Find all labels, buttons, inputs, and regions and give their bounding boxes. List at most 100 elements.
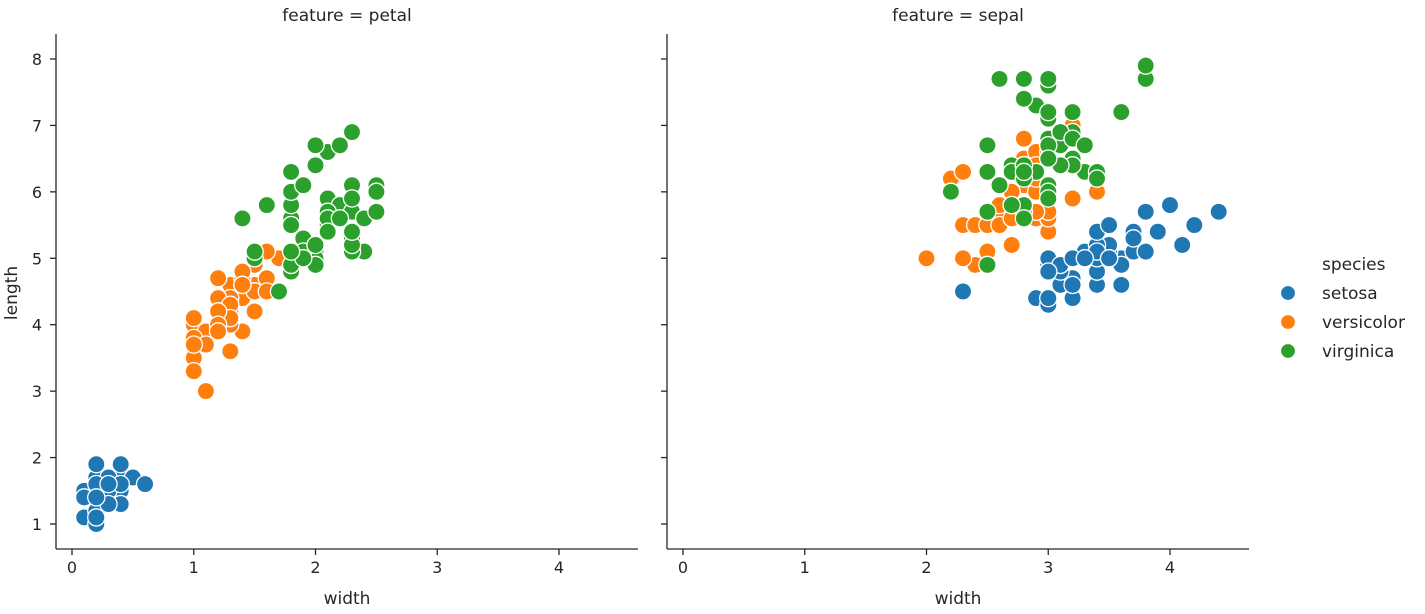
data-point-virginica — [342, 122, 362, 142]
panel-petal-axes: 0 1 2 3 4 1 2 3 4 5 6 7 8 — [32, 34, 638, 577]
data-point-virginica — [978, 162, 997, 182]
data-point-setosa — [1099, 215, 1119, 235]
y-tick-label: 1 — [32, 515, 42, 534]
data-point-versicolor — [184, 361, 204, 381]
data-point-virginica — [294, 175, 313, 195]
panel-petal-x-axis-title: width — [324, 589, 371, 609]
legend-marker-virginica — [1279, 342, 1297, 360]
data-point-versicolor — [1014, 129, 1034, 148]
legend-title: species — [1322, 255, 1386, 275]
data-point-virginica — [342, 189, 362, 208]
data-point-virginica — [1039, 102, 1058, 122]
data-point-versicolor — [184, 335, 204, 354]
x-tick-label: 2 — [921, 558, 931, 577]
data-point-setosa — [1172, 235, 1192, 255]
data-point-setosa — [99, 474, 118, 494]
x-tick-label: 4 — [1165, 558, 1175, 577]
panel-sepal: 0 1 2 3 4 feature = sepal width — [661, 6, 1249, 609]
data-point-virginica — [1039, 69, 1058, 89]
data-point-virginica — [257, 195, 277, 215]
legend-label-virginica: virginica — [1322, 342, 1394, 362]
data-point-setosa — [1039, 262, 1058, 281]
data-point-setosa — [1039, 288, 1058, 308]
data-point-virginica — [342, 222, 362, 241]
data-point-virginica — [1063, 102, 1082, 122]
data-point-setosa — [1124, 229, 1143, 248]
panel-petal: 0 1 2 3 4 1 2 3 4 5 6 7 8 feature = petal width leng… — [2, 6, 638, 609]
data-point-virginica — [990, 69, 1009, 89]
data-point-virginica — [941, 182, 961, 202]
data-point-setosa — [1136, 202, 1155, 222]
panel-sepal-title: feature = sepal — [892, 6, 1024, 26]
data-point-virginica — [318, 222, 337, 241]
y-tick-label: 8 — [32, 50, 42, 69]
y-tick-label: 5 — [32, 249, 42, 268]
data-point-virginica — [1136, 56, 1155, 75]
data-point-virginica — [1112, 102, 1131, 122]
data-point-virginica — [1002, 195, 1021, 215]
data-point-virginica — [306, 156, 325, 175]
y-tick-label: 2 — [32, 449, 42, 468]
data-point-setosa — [1160, 195, 1180, 215]
data-point-virginica — [367, 202, 386, 222]
data-point-versicolor — [1063, 189, 1082, 208]
data-point-setosa — [1209, 202, 1228, 222]
y-tick-label: 4 — [32, 316, 42, 335]
data-point-virginica — [1039, 149, 1058, 168]
data-point-versicolor — [1002, 235, 1021, 255]
data-point-virginica — [990, 175, 1009, 195]
x-tick-label: 1 — [800, 558, 810, 577]
x-tick-label: 2 — [310, 558, 320, 577]
data-point-setosa — [87, 488, 106, 507]
data-point-setosa — [1112, 275, 1131, 295]
data-point-virginica — [978, 202, 997, 222]
data-point-versicolor — [953, 162, 973, 182]
data-point-virginica — [281, 162, 301, 182]
data-point-versicolor — [221, 342, 240, 361]
data-point-virginica — [1087, 169, 1107, 188]
data-point-versicolor — [196, 381, 216, 401]
panel-sepal-x-axis-title: width — [935, 589, 982, 609]
y-axis-title: length — [2, 266, 22, 320]
data-point-setosa — [953, 282, 973, 301]
data-point-versicolor — [208, 322, 228, 341]
panel-petal-title: feature = petal — [282, 6, 411, 26]
x-tick-label: 4 — [554, 558, 564, 577]
x-tick-label: 3 — [432, 558, 442, 577]
data-point-versicolor — [233, 275, 252, 295]
data-point-versicolor — [245, 302, 264, 321]
data-point-virginica — [281, 242, 301, 261]
data-point-setosa — [1075, 249, 1095, 268]
legend-marker-versicolor — [1279, 313, 1297, 331]
legend-label-versicolor: versicolor — [1322, 313, 1405, 333]
data-point-virginica — [233, 209, 252, 228]
data-point-setosa — [1099, 249, 1119, 268]
x-tick-label: 0 — [67, 558, 77, 577]
data-point-versicolor — [917, 249, 936, 268]
data-point-setosa — [1063, 275, 1082, 295]
data-point-setosa — [87, 454, 106, 474]
data-point-virginica — [281, 215, 301, 235]
data-point-virginica — [269, 282, 289, 301]
x-tick-label: 3 — [1043, 558, 1053, 577]
data-point-versicolor — [953, 249, 973, 268]
data-point-virginica — [245, 242, 264, 261]
data-point-virginica — [978, 136, 997, 155]
data-point-virginica — [367, 182, 386, 202]
panel-petal-points — [74, 122, 386, 534]
y-tick-label: 6 — [32, 183, 42, 202]
panel-sepal-axes: 0 1 2 3 4 — [661, 34, 1249, 577]
data-point-setosa — [1136, 242, 1155, 261]
data-point-virginica — [1014, 89, 1034, 109]
data-point-setosa — [111, 454, 130, 474]
data-point-virginica — [1014, 209, 1034, 228]
data-point-virginica — [330, 136, 350, 155]
data-point-virginica — [330, 209, 350, 228]
data-point-virginica — [1075, 136, 1095, 155]
data-point-setosa — [135, 474, 155, 494]
data-point-versicolor — [184, 308, 204, 328]
data-point-virginica — [1014, 69, 1034, 89]
data-point-setosa — [1185, 215, 1204, 235]
data-point-virginica — [306, 235, 325, 255]
